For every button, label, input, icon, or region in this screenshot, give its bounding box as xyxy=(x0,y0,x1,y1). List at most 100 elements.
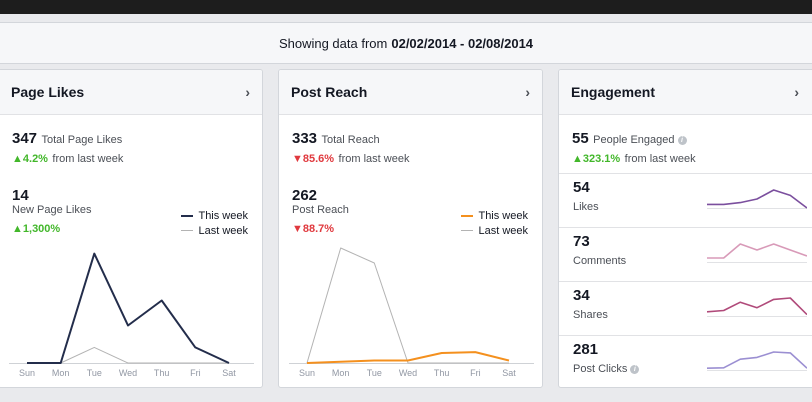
sparkline-line xyxy=(707,243,807,259)
legend-this-week: This week xyxy=(181,208,248,223)
engagement-row-shares[interactable]: 34 Shares xyxy=(559,281,812,335)
post-reach-label: Post Reach xyxy=(292,204,349,216)
engagement-card: Engagement › 55 People Engaged i ▲323.1% … xyxy=(558,69,812,388)
date-range[interactable]: 02/02/2014 - 02/08/2014 xyxy=(391,35,534,51)
chevron-right-icon[interactable]: › xyxy=(525,84,530,100)
new-likes-label: New Page Likes xyxy=(12,204,92,216)
page-likes-chart: Sun Mon Tue Wed Thu Fri Sat xyxy=(9,252,254,378)
engagement-header[interactable]: Engagement › xyxy=(559,70,812,115)
change-suffix: from last week xyxy=(624,153,696,165)
x-tick-label: Sun xyxy=(299,368,315,378)
card-title: Page Likes xyxy=(11,84,85,100)
x-tick-label: Mon xyxy=(52,368,70,378)
total-likes-value: 347 xyxy=(12,130,38,147)
legend-label: Last week xyxy=(478,224,528,237)
top-bar xyxy=(0,0,812,14)
x-tick-label: Thu xyxy=(434,368,450,378)
legend-label: This week xyxy=(478,209,528,222)
new-likes-change: 1,300% xyxy=(22,223,61,235)
change-suffix: from last week xyxy=(338,153,410,165)
post-reach-stat: 262 Post Reach ▼88.7% xyxy=(292,187,349,237)
legend-this-week: This week xyxy=(461,208,528,223)
x-tick-label: Tue xyxy=(367,368,382,378)
page-likes-card: Page Likes › 347 Total Page Likes ▲4.2% … xyxy=(0,69,263,388)
arrow-down-icon: ▼ xyxy=(292,153,303,165)
row-label: Post Clicks i xyxy=(573,363,640,375)
x-tick-label: Fri xyxy=(190,368,201,378)
shares-sparkline xyxy=(707,297,807,317)
legend-label: Last week xyxy=(198,224,248,237)
people-engaged-label: People Engaged xyxy=(593,134,675,146)
row-value: 34 xyxy=(573,287,590,304)
new-likes-stat: 14 New Page Likes ▲1,300% xyxy=(12,187,92,237)
x-tick-label: Wed xyxy=(399,368,417,378)
date-range-bar: Showing data from 02/02/2014 - 02/08/201… xyxy=(0,22,812,64)
arrow-up-icon: ▲ xyxy=(12,153,23,165)
x-tick-label: Sat xyxy=(222,368,236,378)
engagement-row-comments[interactable]: 73 Comments xyxy=(559,227,812,281)
chevron-right-icon[interactable]: › xyxy=(794,84,799,100)
people-engaged-value: 55 xyxy=(572,130,589,147)
arrow-up-icon: ▲ xyxy=(12,223,23,235)
series-line-this-week xyxy=(306,351,510,364)
sparkline-line xyxy=(707,297,807,316)
post-clicks-sparkline xyxy=(707,351,807,371)
change-suffix: from last week xyxy=(52,153,124,165)
sparkline-line xyxy=(707,189,807,209)
x-tick-label: Sun xyxy=(19,368,35,378)
chevron-right-icon[interactable]: › xyxy=(245,84,250,100)
legend-swatch xyxy=(461,230,474,231)
post-reach-change: 88.7% xyxy=(302,223,335,235)
x-tick-label: Mon xyxy=(332,368,350,378)
row-value: 73 xyxy=(573,233,590,250)
page-likes-header[interactable]: Page Likes › xyxy=(0,70,262,115)
post-reach-card: Post Reach › 333 Total Reach ▼85.6% from… xyxy=(278,69,543,388)
total-likes-change: 4.2% xyxy=(22,153,48,165)
info-icon[interactable]: i xyxy=(677,136,687,145)
legend-last-week: Last week xyxy=(461,223,528,238)
total-reach-value: 333 xyxy=(292,130,318,147)
row-value: 54 xyxy=(573,179,590,196)
legend-swatch xyxy=(181,230,194,231)
engagement-row-post-clicks[interactable]: 281 Post Clicks i xyxy=(559,335,812,387)
row-label-text: Post Clicks xyxy=(573,363,628,375)
series-line-last-week xyxy=(306,247,509,364)
legend-label: This week xyxy=(198,209,248,222)
post-reach-value: 262 xyxy=(292,187,318,204)
card-title: Post Reach xyxy=(291,84,368,100)
total-likes-label: Total Page Likes xyxy=(41,134,123,146)
row-value: 281 xyxy=(573,341,599,358)
legend-last-week: Last week xyxy=(181,223,248,238)
chart-legend: This week Last week xyxy=(181,208,248,238)
x-tick-label: Tue xyxy=(87,368,102,378)
people-engaged-stat: 55 People Engaged i ▲323.1% from last wee… xyxy=(572,130,696,167)
sparkline-line xyxy=(707,351,807,369)
arrow-down-icon: ▼ xyxy=(292,223,303,235)
chart-legend: This week Last week xyxy=(461,208,528,238)
legend-swatch xyxy=(181,214,194,217)
post-reach-chart: Sun Mon Tue Wed Thu Fri Sat xyxy=(289,247,534,378)
total-reach-stat: 333 Total Reach ▼85.6% from last week xyxy=(292,130,409,167)
arrow-up-icon: ▲ xyxy=(572,153,583,165)
row-label: Comments xyxy=(573,255,627,267)
total-reach-label: Total Reach xyxy=(321,134,380,146)
total-reach-change: 85.6% xyxy=(302,153,335,165)
engagement-row-likes[interactable]: 54 Likes xyxy=(559,173,812,227)
series-line-this-week xyxy=(27,252,230,364)
showing-prefix: Showing data from xyxy=(278,35,388,51)
card-title: Engagement xyxy=(571,84,656,100)
info-icon[interactable]: i xyxy=(630,365,640,374)
x-tick-label: Fri xyxy=(470,368,481,378)
new-likes-value: 14 xyxy=(12,187,29,204)
comments-sparkline xyxy=(707,243,807,263)
x-tick-label: Thu xyxy=(154,368,170,378)
people-engaged-change: 323.1% xyxy=(582,153,621,165)
x-tick-label: Sat xyxy=(502,368,516,378)
post-reach-header[interactable]: Post Reach › xyxy=(279,70,542,115)
row-label: Likes xyxy=(573,201,599,213)
legend-swatch xyxy=(461,214,474,217)
row-label: Shares xyxy=(573,309,608,321)
x-tick-label: Wed xyxy=(119,368,137,378)
total-likes-stat: 347 Total Page Likes ▲4.2% from last wee… xyxy=(12,130,123,167)
likes-sparkline xyxy=(707,189,807,209)
